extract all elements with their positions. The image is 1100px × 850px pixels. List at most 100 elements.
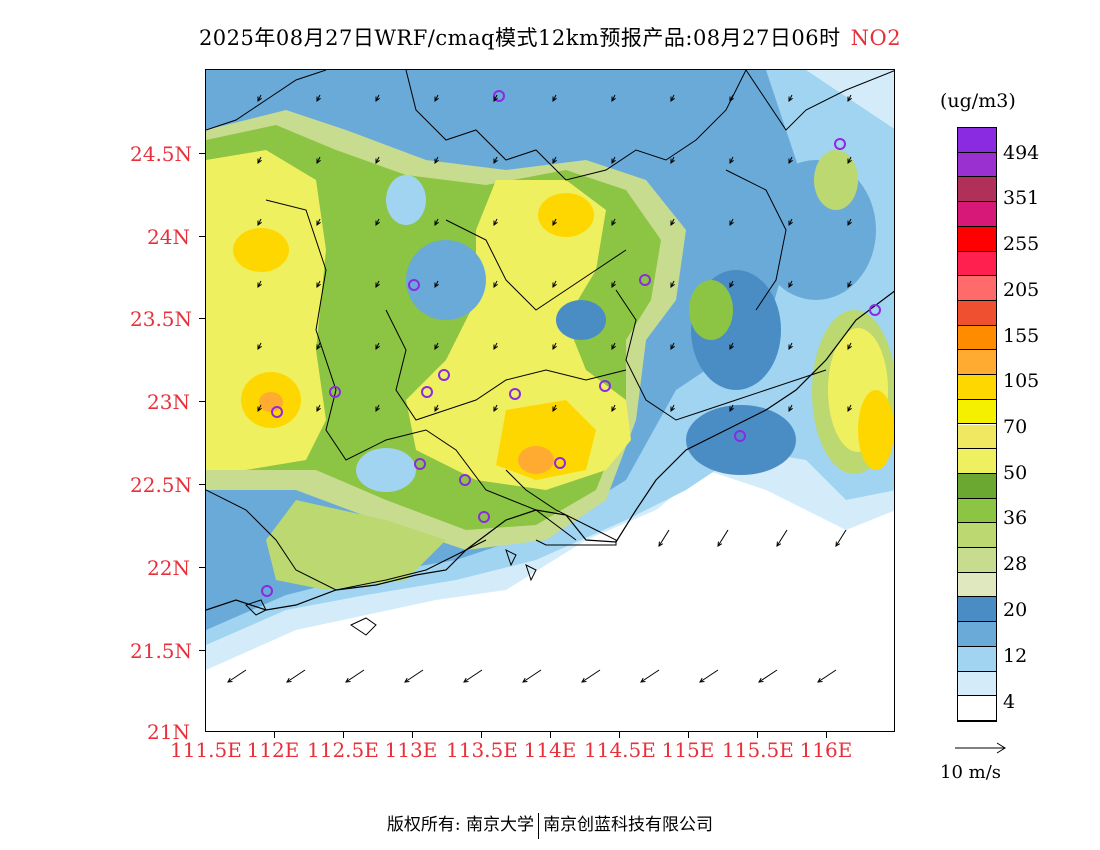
city-marker[interactable]: [599, 380, 611, 392]
legend-label: 351: [1003, 187, 1040, 209]
wind-vector-head: [776, 541, 782, 547]
wind-vector-head: [847, 220, 852, 227]
wind-vector-head: [375, 406, 380, 413]
lat-label: 23N: [147, 390, 190, 414]
title-text: 2025年08月27日WRF/cmaq模式12km预报产品:08月27日06时: [198, 26, 841, 50]
wind-vector-head: [434, 96, 439, 102]
legend-color-box: [958, 276, 996, 301]
city-marker[interactable]: [869, 304, 881, 316]
lon-label: 115.5E: [722, 738, 794, 762]
wind-vector-head: [552, 344, 557, 351]
city-marker[interactable]: [414, 458, 426, 470]
city-marker[interactable]: [834, 138, 846, 150]
wind-vector-head: [788, 220, 793, 227]
wind-vector-head: [847, 158, 852, 165]
wind-vector-head: [670, 96, 675, 103]
city-marker[interactable]: [478, 511, 490, 523]
wind-vector-head: [434, 220, 439, 227]
city-marker[interactable]: [509, 388, 521, 400]
wind-vector-head: [847, 406, 852, 413]
legend-color-box: [958, 128, 996, 153]
legend-label: 494: [1003, 142, 1040, 164]
legend-color-box: [958, 152, 996, 178]
wind-vector-head: [729, 96, 734, 103]
wind-vector-head: [552, 96, 557, 103]
legend-label: 4: [1003, 691, 1016, 713]
wind-vector-head: [316, 96, 321, 103]
copyright-right: 南京创蓝科技有限公司: [543, 815, 714, 835]
legend-label: 255: [1003, 233, 1040, 255]
legend-color-box: [958, 226, 996, 252]
lat-tick: [199, 153, 205, 154]
ne-patch-4: [689, 280, 733, 340]
wind-vector-head: [316, 158, 321, 165]
legend-label: 20: [1003, 599, 1028, 621]
map-title: 2025年08月27日WRF/cmaq模式12km预报产品:08月27日06时 N…: [0, 22, 1100, 52]
wind-vector-head: [670, 158, 675, 165]
sw-green: [266, 500, 446, 590]
legend-color-box: [958, 597, 996, 623]
lon-tick: [343, 732, 344, 738]
concentration-map[interactable]: [205, 69, 895, 732]
legend-color-box: [958, 350, 996, 376]
legend-unit: (ug/m3): [940, 90, 1016, 112]
legend-color-box: [958, 300, 996, 326]
city-marker[interactable]: [329, 386, 341, 398]
blue-hole-4: [356, 448, 416, 492]
wind-vector-head: [257, 282, 262, 289]
lon-tick: [826, 732, 827, 738]
lat-tick: [199, 484, 205, 485]
wind-vector-head: [257, 158, 262, 164]
wind-vector: [640, 669, 660, 683]
city-marker[interactable]: [459, 474, 471, 486]
legend-label: 28: [1003, 553, 1028, 575]
wind-vector: [522, 669, 542, 683]
lon-tick: [757, 732, 758, 738]
city-marker[interactable]: [438, 369, 450, 381]
color-legend: [957, 127, 997, 722]
lon-label: 115E: [661, 738, 715, 762]
wind-vector-head: [522, 677, 528, 683]
city-marker[interactable]: [408, 279, 420, 291]
wind-vector: [835, 529, 847, 547]
wind-vector: [699, 669, 719, 683]
wind-vector-head: [375, 158, 380, 164]
wind-vector-head: [375, 344, 380, 351]
wind-vector-head: [847, 96, 852, 103]
blue-hole-3: [386, 175, 426, 225]
city-marker[interactable]: [734, 430, 746, 442]
legend-color-box: [958, 325, 996, 351]
lon-label: 112E: [246, 738, 300, 762]
lat-tick: [199, 567, 205, 568]
legend-label: 105: [1003, 370, 1040, 392]
wind-vector-head: [552, 158, 557, 165]
city-marker[interactable]: [639, 274, 651, 286]
wind-vector-head: [493, 96, 498, 103]
legend-color-box: [958, 622, 996, 647]
wind-vector-head: [640, 677, 646, 683]
legend-label: 205: [1003, 279, 1040, 301]
city-marker[interactable]: [554, 457, 566, 469]
islands: [245, 549, 537, 636]
lat-label: 22.5N: [130, 473, 193, 497]
wind-vector-head: [434, 282, 439, 289]
wind-vector: [776, 529, 788, 547]
city-marker[interactable]: [421, 386, 433, 398]
wind-vector-head: [717, 541, 723, 547]
legend-color-box: [958, 202, 996, 227]
east-blob-4: [858, 390, 894, 470]
city-marker[interactable]: [493, 90, 505, 102]
wind-vector-head: [493, 158, 498, 165]
legend-color-box: [958, 548, 996, 573]
city-marker[interactable]: [271, 406, 283, 418]
wind-vector-head: [434, 344, 439, 351]
legend-color-box: [958, 424, 996, 450]
wind-vector-head: [611, 96, 616, 103]
wind-vector-head: [257, 220, 262, 227]
wind-vector-head: [788, 96, 793, 103]
wind-vector-head: [611, 158, 616, 165]
legend-color-box: [958, 646, 996, 672]
wind-vector-head: [658, 541, 664, 547]
wind-vector-head: [611, 406, 616, 413]
city-marker[interactable]: [261, 585, 273, 597]
